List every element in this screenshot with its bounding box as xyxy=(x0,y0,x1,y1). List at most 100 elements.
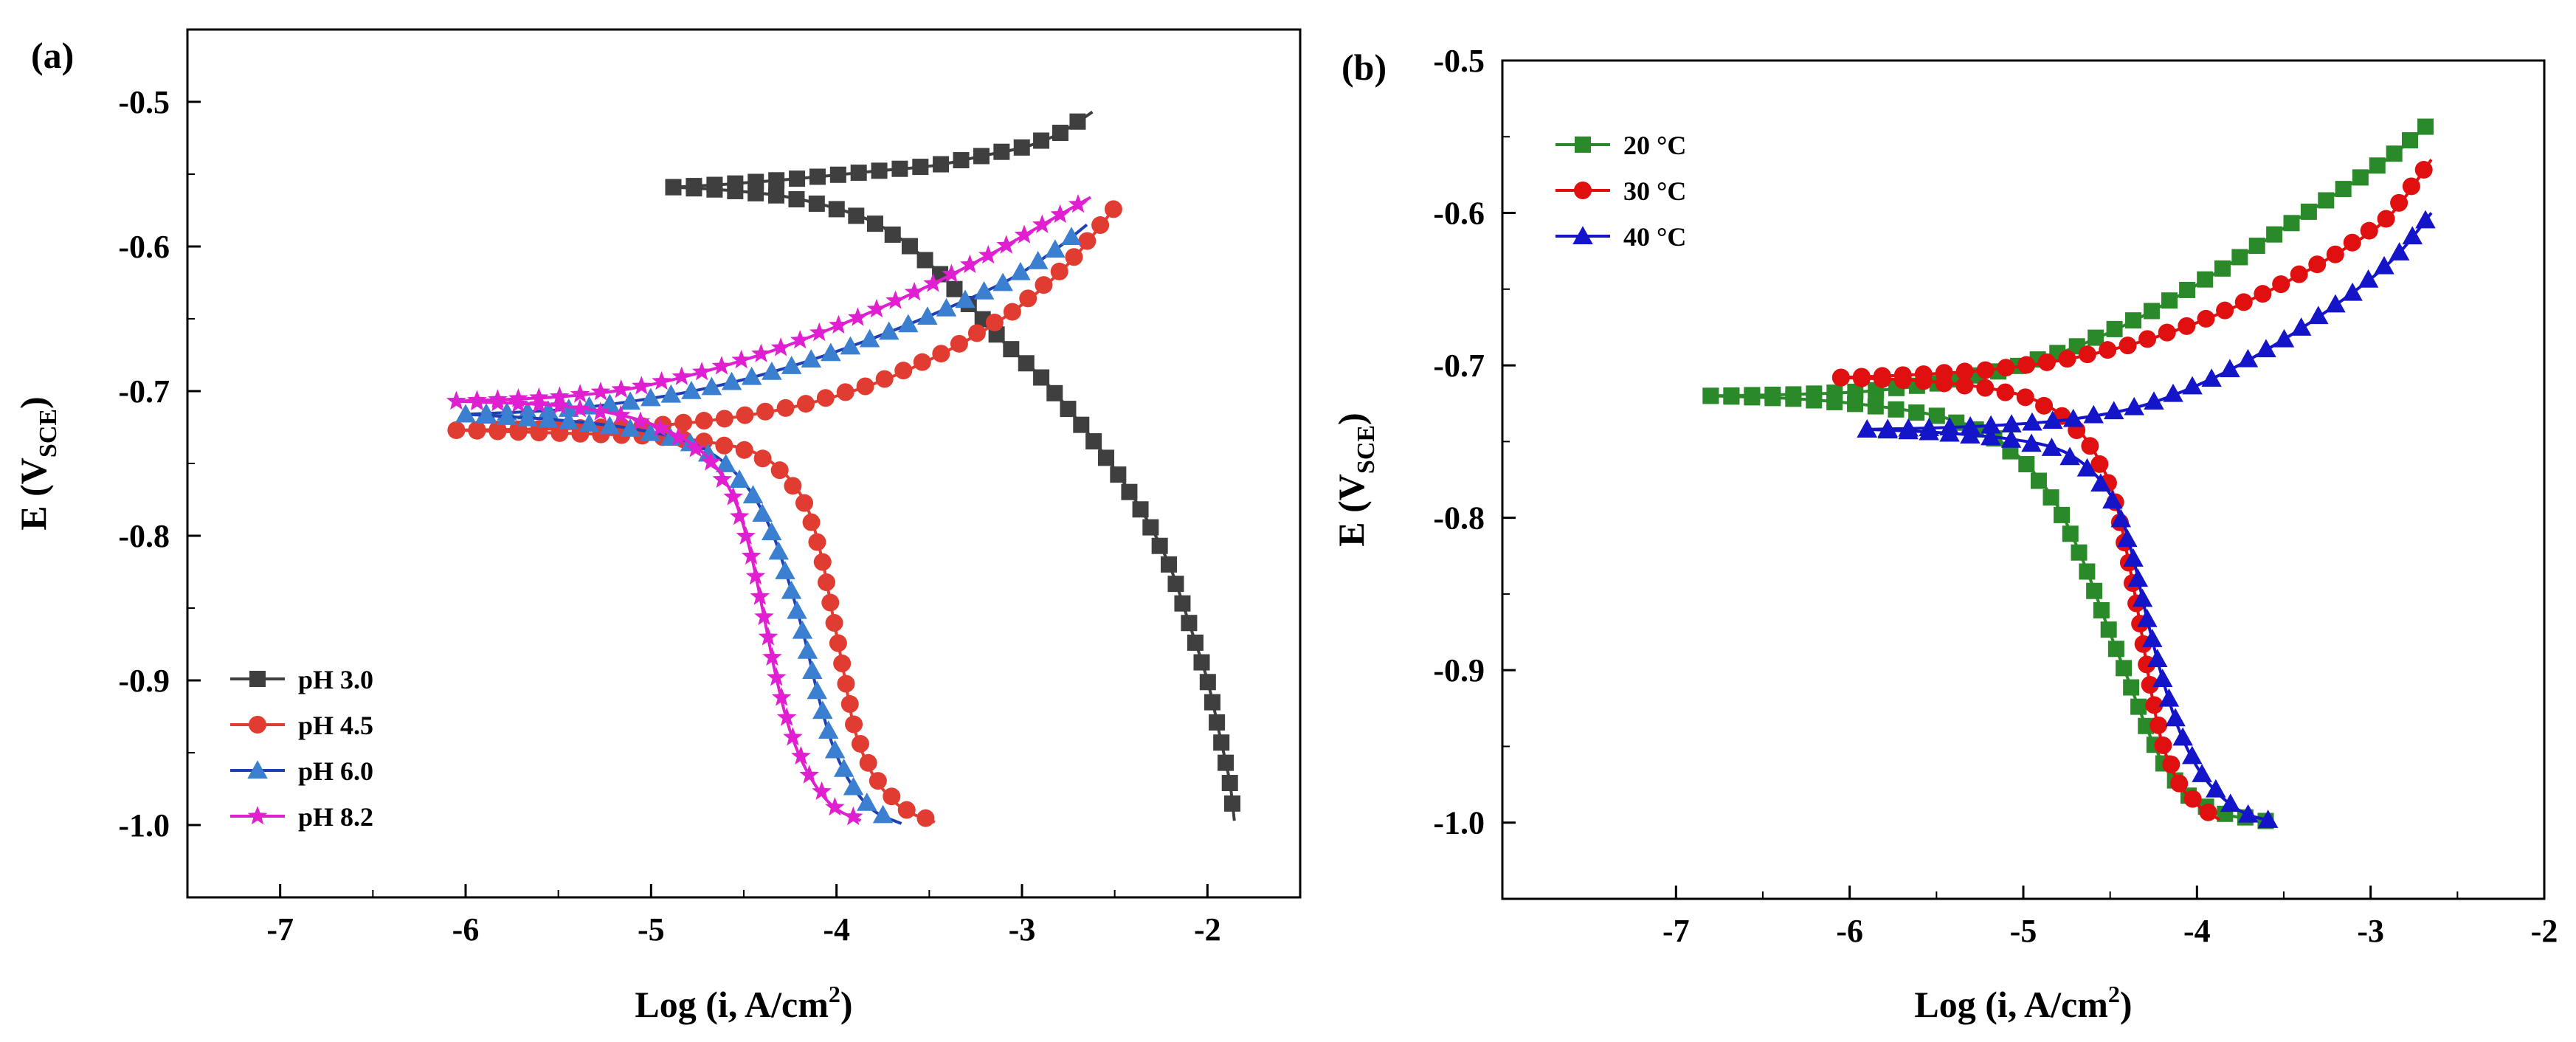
marker-b-0-cathodic-17 xyxy=(2030,472,2047,489)
marker-a-1-cathodic-13 xyxy=(715,436,733,455)
marker-a-0-cathodic-33 xyxy=(1167,576,1184,593)
marker-b-2-anodic-26 xyxy=(2358,269,2379,288)
marker-a-0-cathodic-30 xyxy=(1142,519,1159,536)
marker-b-2-anodic-13 xyxy=(2124,396,2144,415)
marker-a-3-cathodic-25 xyxy=(771,687,792,706)
legend-b: 20 °C 30 °C 40 °C xyxy=(1555,131,1686,252)
series-b-2 xyxy=(1857,210,2436,828)
marker-a-3-cathodic-16 xyxy=(729,506,750,525)
marker-b-0-anodic-35 xyxy=(2369,157,2386,174)
marker-a-0-cathodic-41 xyxy=(1213,734,1230,751)
marker-b-2-anodic-15 xyxy=(2163,383,2183,402)
marker-a-0-anodic-7 xyxy=(809,168,826,185)
marker-a-3-cathodic-28 xyxy=(791,745,811,765)
marker-a-2-anodic-12 xyxy=(701,376,722,396)
marker-a-0-cathodic-19 xyxy=(1003,341,1020,358)
marker-a-2-anodic-18 xyxy=(821,342,841,362)
marker-b-2-cathodic-2 xyxy=(1898,421,1919,440)
marker-a-0-cathodic-15 xyxy=(946,280,963,297)
x-axis-label-a: Log (i, A/cm2) xyxy=(635,981,852,1025)
marker-a-0-cathodic-8 xyxy=(828,201,845,218)
y-tick-label-a-1: -0.9 xyxy=(118,663,170,699)
marker-b-2-cathodic-26 xyxy=(2182,745,2203,765)
marker-a-1-anodic-35 xyxy=(1104,200,1122,218)
panel-label-b: (b) xyxy=(1341,46,1387,88)
marker-b-1-anodic-15 xyxy=(2138,330,2157,348)
marker-a-2-anodic-30 xyxy=(1045,239,1066,258)
marker-a-2-cathodic-19 xyxy=(775,561,795,579)
marker-a-1-cathodic-20 xyxy=(808,533,826,551)
marker-a-3-anodic-6 xyxy=(570,384,590,403)
marker-a-0-cathodic-42 xyxy=(1218,754,1235,771)
marker-a-1-cathodic-25 xyxy=(829,634,847,652)
marker-a-1-cathodic-24 xyxy=(825,614,843,632)
marker-b-2-anodic-21 xyxy=(2273,328,2295,348)
marker-a-3-cathodic-13 xyxy=(700,452,721,471)
marker-a-3-cathodic-8 xyxy=(611,404,631,424)
marker-b-1-anodic-27 xyxy=(2360,221,2378,240)
marker-a-3-cathodic-14 xyxy=(712,469,732,489)
marker-a-3-anodic-28 xyxy=(996,235,1017,254)
marker-a-2-anodic-7 xyxy=(599,393,621,413)
marker-b-0-cathodic-30 xyxy=(2138,717,2155,734)
marker-b-2-anodic-23 xyxy=(2308,306,2329,325)
marker-b-2-anodic-7 xyxy=(2001,414,2022,432)
panel-b: (b) -7 -6 -5 -4 -3 -2 -1.0 -0.9 -0.8 -0.7 -0.6 -0.5… xyxy=(1330,43,2558,1025)
marker-b-0-cathodic-29 xyxy=(2130,698,2147,715)
marker-b-2-cathodic-3 xyxy=(1919,421,1939,441)
marker-a-1-cathodic-14 xyxy=(735,441,753,459)
marker-b-2-cathodic-15 xyxy=(2117,528,2138,548)
marker-b-1-cathodic-14 xyxy=(2090,455,2109,473)
marker-a-0-anodic-9 xyxy=(850,165,867,182)
marker-a-2-cathodic-14 xyxy=(729,469,750,488)
y-tick-label-a-2: -0.8 xyxy=(118,518,170,554)
marker-a-3-anodic-18 xyxy=(809,322,829,342)
marker-a-1-cathodic-32 xyxy=(869,772,887,790)
marker-b-1-anodic-20 xyxy=(2234,293,2253,311)
marker-a-1-anodic-11 xyxy=(674,413,693,432)
marker-a-2-anodic-21 xyxy=(878,321,899,340)
marker-a-3-cathodic-4 xyxy=(529,394,549,413)
marker-a-0-anodic-15 xyxy=(973,148,990,165)
marker-a-0-cathodic-3 xyxy=(727,182,744,199)
marker-b-1-anodic-7 xyxy=(1976,361,1995,379)
marker-b-1-cathodic-8 xyxy=(1996,383,2014,401)
marker-a-0-anodic-16 xyxy=(993,143,1010,160)
marker-b-1-cathodic-26 xyxy=(2145,696,2164,714)
legend-marker-b-2 xyxy=(1572,226,1593,244)
marker-a-3-cathodic-21 xyxy=(754,606,774,626)
marker-a-3-cathodic-22 xyxy=(758,627,778,646)
marker-b-0-cathodic-11 xyxy=(1928,407,1945,424)
marker-b-1-cathodic-6 xyxy=(1955,376,1974,395)
marker-b-2-anodic-18 xyxy=(2220,359,2240,378)
marker-b-0-cathodic-1 xyxy=(1723,388,1740,405)
marker-a-1-anodic-18 xyxy=(816,389,835,407)
marker-a-1-cathodic-3 xyxy=(509,423,528,441)
marker-a-2-anodic-4 xyxy=(538,400,559,419)
marker-a-2-anodic-19 xyxy=(840,336,861,355)
marker-a-0-anodic-11 xyxy=(891,160,908,177)
marker-a-0-anodic-5 xyxy=(768,172,785,189)
marker-b-2-anodic-17 xyxy=(2201,368,2222,387)
marker-a-2-anodic-24 xyxy=(936,297,957,317)
marker-b-1-cathodic-31 xyxy=(2183,790,2202,808)
marker-a-3-anodic-23 xyxy=(904,282,925,301)
marker-b-1-anodic-29 xyxy=(2390,193,2408,212)
marker-a-0-cathodic-35 xyxy=(1181,615,1198,632)
marker-a-0-cathodic-26 xyxy=(1098,449,1115,466)
marker-b-0-anodic-34 xyxy=(2352,169,2369,186)
marker-a-2-cathodic-21 xyxy=(787,600,807,619)
marker-a-1-anodic-17 xyxy=(796,395,815,413)
marker-b-0-cathodic-26 xyxy=(2107,641,2124,658)
ticks-a: -7 -6 -5 -4 -3 -2 -1.0 -0.9 -0.8 -0.7 -0.6 -0.5 xyxy=(118,84,1220,948)
marker-a-2-cathodic-6 xyxy=(579,413,600,432)
series-b-1 xyxy=(1831,159,2433,821)
marker-a-1-cathodic-2 xyxy=(488,422,507,441)
marker-a-0-cathodic-23 xyxy=(1060,401,1077,418)
panel-a: (a) -7 -6 -5 -4 -3 -2 -1.0 -0.9 -0.8 -0.7 -0.6 -0.5… xyxy=(13,28,1302,1025)
marker-a-1-anodic-34 xyxy=(1091,216,1110,235)
marker-b-0-cathodic-23 xyxy=(2086,582,2103,599)
x-tick-label-a-5: -2 xyxy=(1194,911,1221,948)
marker-a-2-cathodic-30 xyxy=(843,776,864,796)
marker-b-2-cathodic-9 xyxy=(2041,438,2062,456)
